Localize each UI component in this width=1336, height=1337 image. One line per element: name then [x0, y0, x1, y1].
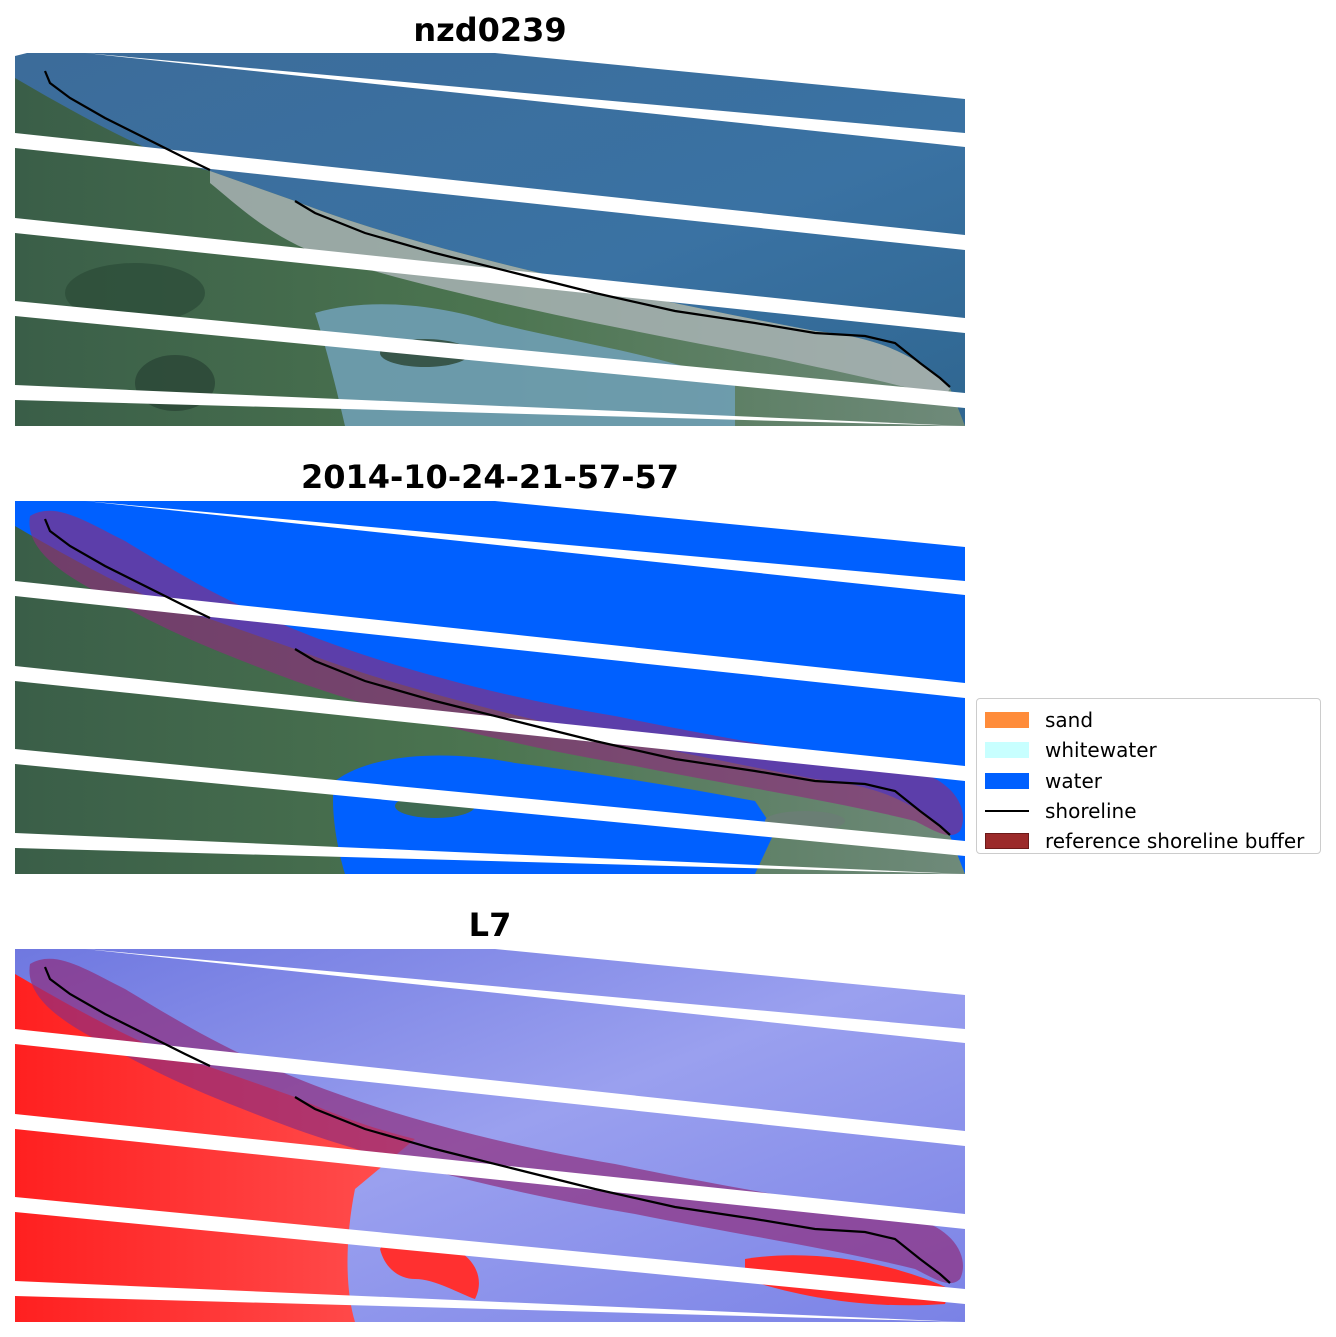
buffer-swatch — [985, 833, 1029, 850]
legend-label: reference shoreline buffer — [1045, 829, 1305, 854]
legend-label: whitewater — [1045, 738, 1157, 763]
shoreline-swatch — [985, 803, 1029, 819]
scanline-gaps — [15, 53, 965, 426]
legend-label: shoreline — [1045, 799, 1137, 824]
water-swatch — [985, 772, 1029, 789]
scanline-gaps — [15, 501, 965, 874]
legend-item-buffer: reference shoreline buffer — [985, 826, 1312, 856]
panel-title-1: nzd0239 — [413, 11, 567, 49]
panel-title-3: L7 — [468, 906, 512, 944]
rgb-image-panel — [15, 53, 965, 426]
shoreline-segment — [43, 966, 211, 1067]
shoreline-segment — [294, 1096, 951, 1284]
legend-item-water: water — [985, 766, 1312, 796]
shoreline-segment — [43, 70, 211, 171]
water-index-panel — [15, 949, 965, 1322]
legend-item-shoreline: shoreline — [985, 796, 1312, 826]
panel-title-2: 2014-10-24-21-57-57 — [300, 458, 680, 496]
shoreline-segment — [294, 648, 951, 836]
legend-label: sand — [1045, 708, 1094, 733]
legend-item-sand: sand — [985, 705, 1312, 735]
shoreline-segment — [43, 518, 211, 619]
whitewater-swatch — [985, 742, 1029, 759]
sand-swatch — [985, 712, 1029, 729]
forest-patch — [65, 263, 205, 323]
shoreline-segment — [294, 200, 951, 388]
legend: sand whitewater water shoreline referenc… — [976, 698, 1321, 854]
legend-label: water — [1045, 768, 1102, 793]
legend-item-whitewater: whitewater — [985, 735, 1312, 765]
classified-image-panel — [15, 501, 965, 874]
scanline-gaps — [15, 949, 965, 1322]
